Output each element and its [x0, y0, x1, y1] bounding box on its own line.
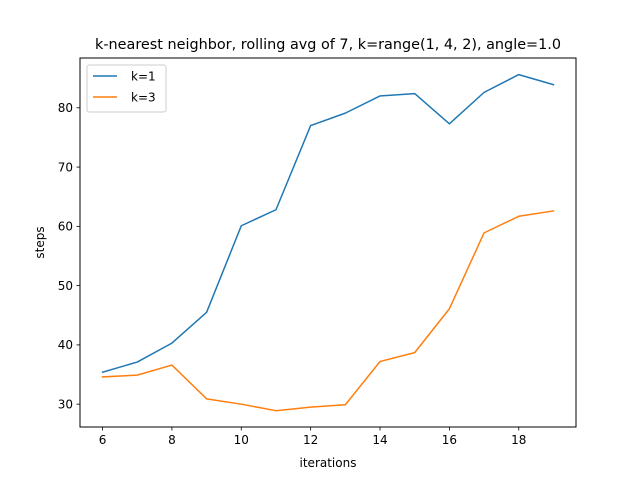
chart-title: k-nearest neighbor, rolling avg of 7, k=…	[95, 37, 561, 53]
y-tick-label: 70	[58, 160, 73, 174]
plot-frame	[79, 57, 577, 428]
y-axis: 30 40 50 60 70 80	[58, 101, 80, 411]
legend-label-k=1: k=1	[131, 69, 156, 83]
y-tick-label: 80	[58, 101, 73, 115]
series-line-k=1	[101, 73, 555, 374]
y-tick-label: 60	[58, 220, 73, 234]
x-axis-label: iterations	[300, 456, 357, 470]
x-tick-label: 10	[234, 433, 249, 447]
y-axis-label: steps	[33, 226, 47, 258]
plot-area	[101, 73, 555, 412]
y-tick-label: 30	[58, 397, 73, 411]
x-tick-label: 12	[303, 433, 318, 447]
legend: k=1 k=3	[86, 64, 167, 113]
series-line-k=3	[101, 210, 555, 412]
x-tick-label: 14	[372, 433, 387, 447]
x-tick-label: 8	[168, 433, 176, 447]
x-tick-label: 6	[99, 433, 107, 447]
y-tick-label: 40	[58, 338, 73, 352]
legend-label-k=3: k=3	[131, 90, 156, 104]
x-axis: 6 8 10 12 14 16 18	[99, 427, 526, 447]
x-tick-label: 16	[442, 433, 457, 447]
x-tick-label: 18	[511, 433, 526, 447]
y-tick-label: 50	[58, 279, 73, 293]
